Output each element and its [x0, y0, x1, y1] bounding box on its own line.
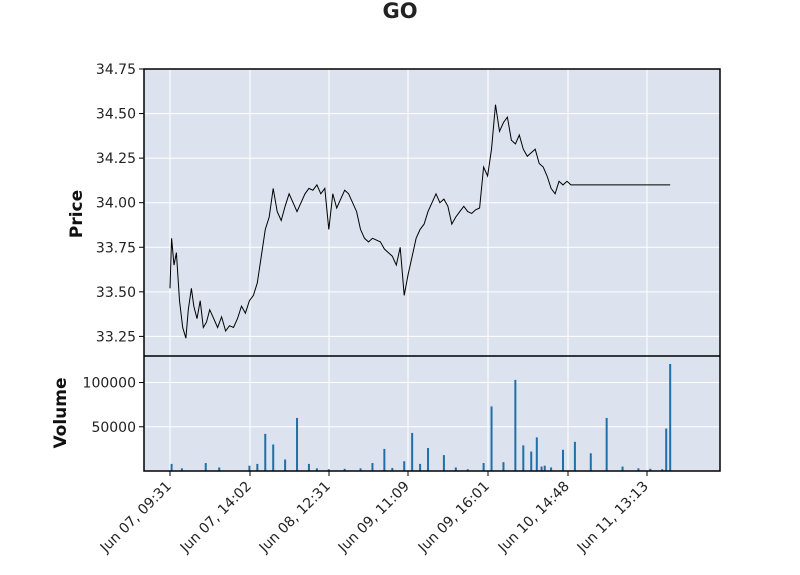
- volume-bar: [669, 363, 672, 471]
- volume-bar: [307, 463, 310, 471]
- volume-bar: [530, 451, 533, 471]
- volume-bar: [605, 417, 608, 471]
- volume-bar: [180, 468, 183, 471]
- volume-bar: [535, 437, 538, 471]
- volume-bar: [419, 463, 422, 471]
- price-axis-label: Price: [67, 190, 87, 238]
- price-panel-background: [144, 69, 720, 356]
- volume-bar: [550, 467, 553, 471]
- volume-bar: [391, 467, 394, 471]
- volume-bar: [296, 417, 299, 471]
- volume-bar: [573, 441, 576, 471]
- price-grid: [144, 68, 720, 356]
- volume-axis-label: Volume: [51, 377, 71, 448]
- volume-panel-background: [144, 356, 720, 471]
- volume-bar: [218, 467, 221, 471]
- x-tick-label: Jun 09, 11:09: [335, 479, 413, 557]
- volume-bar: [327, 469, 330, 471]
- volume-bar: [637, 468, 640, 471]
- price-tick-label: 34.25: [96, 151, 136, 167]
- price-line: [169, 104, 671, 339]
- x-tick-label: Jun 07, 09:31: [97, 479, 175, 557]
- volume-bar: [315, 468, 318, 471]
- volume-bar: [427, 448, 430, 471]
- volume-bar: [490, 406, 493, 471]
- volume-bar: [543, 465, 546, 471]
- volume-bar: [403, 461, 406, 471]
- x-tick-label: Jun 10, 14:48: [495, 479, 573, 557]
- volume-bar: [264, 433, 267, 471]
- volume-bar: [204, 463, 207, 471]
- price-tick-label: 34.75: [96, 62, 136, 78]
- price-tick-label: 33.25: [96, 329, 136, 345]
- volume-bar: [522, 445, 525, 471]
- volume-bar: [256, 463, 259, 471]
- price-tick-label: 33.50: [96, 285, 136, 301]
- chart-frame: [143, 68, 721, 472]
- x-tick-label: Jun 07, 14:02: [177, 479, 255, 557]
- volume-bar: [343, 468, 346, 471]
- volume-y-axis: 50000 100000: [83, 376, 144, 436]
- volume-bar: [540, 466, 543, 471]
- price-tick-label: 33.75: [96, 240, 136, 256]
- volume-bar: [661, 469, 664, 471]
- volume-bar: [665, 428, 668, 471]
- volume-bar: [649, 468, 652, 471]
- x-axis: Jun 07, 09:31 Jun 07, 14:02 Jun 08, 12:31 J…: [97, 471, 652, 557]
- x-tick-label: Jun 11, 13:13: [574, 479, 652, 557]
- volume-bar: [383, 448, 386, 471]
- price-y-axis: 33.25 33.50 33.75 34.00 34.25 34.50 34.75: [96, 62, 144, 345]
- price-tick-label: 34.50: [96, 107, 136, 123]
- volume-bar: [466, 469, 469, 471]
- volume-bar: [482, 463, 485, 471]
- volume-bar: [248, 465, 251, 471]
- volume-grid: [144, 356, 720, 471]
- volume-bar: [170, 463, 173, 471]
- volume-bar: [502, 462, 505, 471]
- volume-bar: [371, 463, 374, 471]
- volume-bar: [359, 468, 362, 471]
- volume-bar: [454, 467, 457, 471]
- x-tick-label: Jun 08, 12:31: [256, 479, 334, 557]
- volume-tick-label: 100000: [83, 376, 136, 392]
- volume-bar: [589, 453, 592, 471]
- volume-bar: [514, 379, 517, 471]
- volume-bar: [442, 455, 445, 471]
- x-tick-label: Jun 09, 16:01: [415, 479, 493, 557]
- volume-bar: [621, 466, 624, 471]
- volume-bar: [284, 459, 287, 471]
- chart-title: GO: [382, 0, 417, 23]
- volume-bars: [170, 363, 672, 471]
- volume-tick-label: 50000: [91, 420, 136, 436]
- volume-bar: [411, 432, 414, 471]
- volume-bar: [272, 444, 275, 471]
- volume-bar: [562, 449, 564, 471]
- price-tick-label: 34.00: [96, 196, 136, 212]
